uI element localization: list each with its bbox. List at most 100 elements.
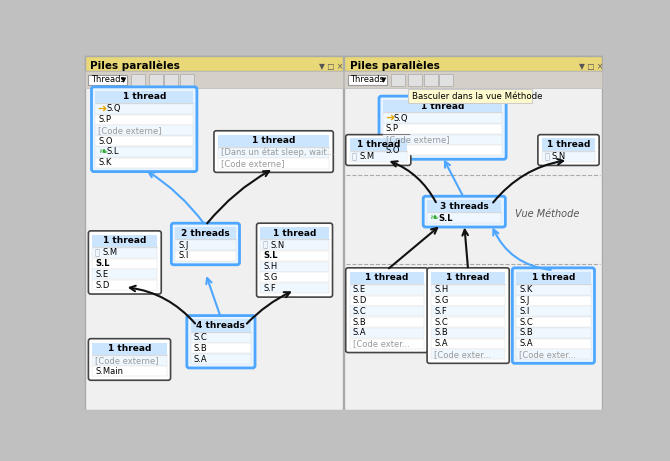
Bar [88,75,127,85]
Text: S.A: S.A [434,339,448,348]
Text: S.B: S.B [352,318,366,327]
Text: [Code exter...: [Code exter... [352,339,409,348]
Text: S.N: S.N [552,152,566,161]
FancyBboxPatch shape [88,339,171,380]
Bar [92,248,157,258]
Text: S.H: S.H [434,285,448,294]
Text: S.D: S.D [352,296,367,305]
Bar [84,71,342,89]
Text: 1 thread: 1 thread [123,92,166,101]
Text: [Dans un état sleep, wait...: [Dans un état sleep, wait... [221,148,334,158]
Text: ▼ □ ×: ▼ □ × [320,62,344,71]
Bar [92,235,157,247]
Text: 1 thread: 1 thread [356,140,400,149]
Text: ❧: ❧ [429,213,439,223]
Text: ➜: ➜ [385,113,395,123]
Bar [350,272,424,284]
Bar [350,317,424,327]
Bar [92,343,167,355]
Text: 1 thread: 1 thread [421,101,464,111]
Text: S.J: S.J [178,241,189,249]
FancyBboxPatch shape [427,268,509,363]
Bar [261,262,329,272]
Text: S.K: S.K [98,158,112,167]
Bar [218,159,330,169]
Bar [542,152,595,161]
Bar [261,227,329,239]
Text: S.C: S.C [352,307,366,316]
Bar [409,89,533,103]
Text: S.C: S.C [519,318,533,327]
Text: 1 thread: 1 thread [532,273,575,282]
Text: S.B: S.B [194,344,208,353]
Bar [92,366,167,377]
Bar [175,240,236,250]
Bar [131,74,145,86]
Text: ❧: ❧ [98,147,107,157]
Text: S.Q: S.Q [107,104,121,113]
Text: 〜: 〜 [263,241,268,249]
FancyBboxPatch shape [92,87,197,171]
Text: 4 threads: 4 threads [196,321,245,330]
Text: ▼: ▼ [381,77,386,83]
Bar [542,138,595,151]
Text: 2 threads: 2 threads [181,229,230,238]
Text: S.O: S.O [386,146,401,155]
Bar [391,74,405,86]
FancyBboxPatch shape [88,231,161,294]
Bar [427,200,501,213]
FancyBboxPatch shape [423,196,505,227]
Text: S.F: S.F [434,307,447,316]
Text: [Code externe]: [Code externe] [98,126,162,135]
Text: ▼ □ ×: ▼ □ × [579,62,603,71]
Text: 1 thread: 1 thread [273,229,316,238]
Bar [84,56,342,409]
Text: S.F: S.F [263,284,276,293]
Text: 1 thread: 1 thread [547,140,590,149]
Bar [431,272,505,284]
Text: Basculer dans la vue Méthode: Basculer dans la vue Méthode [412,92,543,100]
Text: Threads: Threads [350,76,384,84]
Text: [Code externe]: [Code externe] [95,356,159,365]
FancyBboxPatch shape [346,135,411,165]
Text: S.M: S.M [103,248,117,257]
Text: S.Main: S.Main [95,367,123,376]
Bar [431,296,505,306]
Bar [95,91,193,103]
Text: 〜: 〜 [94,248,100,257]
Bar [175,227,236,239]
Bar [180,74,194,86]
Bar [431,317,505,327]
Text: S.I: S.I [519,307,530,316]
Text: S.D: S.D [95,281,110,290]
Bar [95,125,193,136]
Text: [Code exter...: [Code exter... [519,350,576,359]
FancyBboxPatch shape [172,223,240,265]
Bar [218,135,330,147]
Text: [Code exter...: [Code exter... [434,350,491,359]
Bar [92,269,157,279]
Text: 1 thread: 1 thread [103,236,147,245]
Bar [431,285,505,295]
Bar [516,339,590,349]
Bar [84,56,342,71]
Bar [344,56,602,409]
Bar [350,138,407,151]
Text: S.L: S.L [263,251,278,260]
Bar [191,343,251,353]
Bar [348,75,387,85]
Bar [431,307,505,316]
Text: 3 threads: 3 threads [440,202,488,211]
Bar [350,285,424,295]
Bar [261,240,329,250]
Text: 〜: 〜 [352,152,357,161]
Bar [95,147,193,157]
Bar [191,354,251,364]
Text: ▼: ▼ [121,77,127,83]
Bar [516,349,590,360]
Bar [261,251,329,261]
Text: Threads: Threads [90,76,125,84]
Bar [383,145,502,155]
Bar [516,328,590,338]
Text: S.C: S.C [194,333,208,342]
